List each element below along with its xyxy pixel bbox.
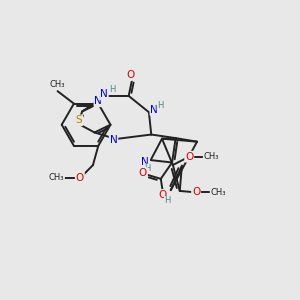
Text: CH₃: CH₃ [49, 173, 64, 182]
Text: H: H [164, 196, 171, 205]
Text: O: O [192, 188, 200, 197]
Text: N: N [142, 157, 149, 166]
Text: N: N [110, 135, 117, 145]
Text: CH₃: CH₃ [203, 152, 219, 161]
Text: O: O [139, 168, 147, 178]
Text: N: N [100, 89, 108, 99]
Text: N: N [150, 105, 158, 115]
Text: O: O [158, 190, 167, 200]
Text: S: S [76, 115, 82, 125]
Text: H: H [157, 101, 164, 110]
Text: CH₃: CH₃ [49, 80, 65, 89]
Text: H: H [109, 85, 116, 94]
Text: O: O [185, 152, 193, 162]
Text: O: O [127, 70, 135, 80]
Text: CH₃: CH₃ [210, 188, 226, 197]
Text: O: O [76, 172, 84, 183]
Text: H: H [145, 164, 151, 173]
Text: N: N [94, 96, 102, 106]
